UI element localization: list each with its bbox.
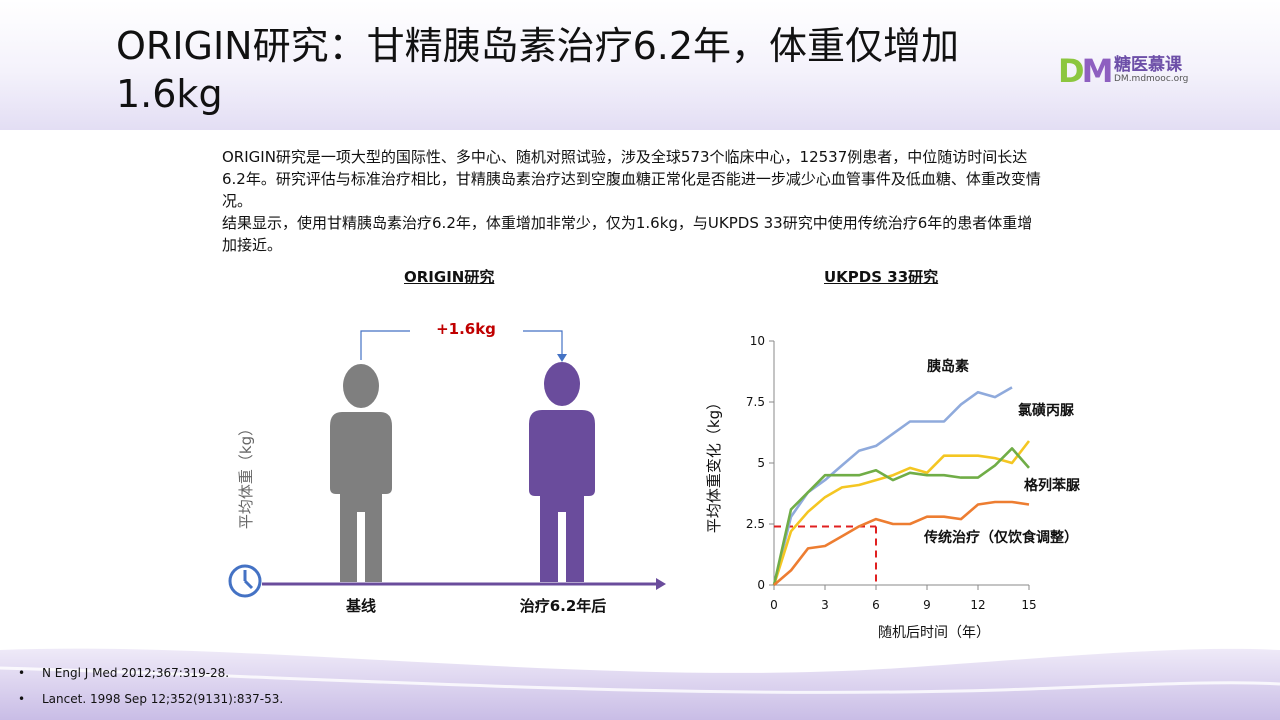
reference-item: N Engl J Med 2012;367:319-28.: [18, 660, 283, 686]
ukpds-panel-title: UKPDS 33研究: [824, 268, 939, 286]
weight-gain-arrowhead: [557, 354, 567, 362]
chart-xlabel: 随机后时间（年）: [878, 625, 990, 641]
description-paragraph: ORIGIN研究是一项大型的国际性、多中心、随机对照试验，涉及全球573个临床中…: [222, 148, 1041, 210]
chart-ylabel: 平均体重变化（kg）: [705, 395, 723, 533]
baseline-label: 基线: [345, 597, 376, 615]
references: N Engl J Med 2012;367:319-28. Lancet. 19…: [18, 660, 283, 712]
y-tick-label: 5: [757, 456, 765, 470]
ukpds-line-chart: 平均体重变化（kg） 随机后时间（年） 0 2.5 5 7.5 10 0 3 6 9 12 15 胰…: [705, 334, 1081, 641]
after-treatment-label: 治疗6.2年后: [520, 597, 607, 615]
series-line: [772, 447, 1030, 586]
y-tick-label: 7.5: [746, 395, 765, 409]
description-paragraph: 结果显示，使用甘精胰岛素治疗6.2年，体重增加非常少，仅为1.6kg，与UKPD…: [222, 214, 1033, 254]
series-line: [773, 500, 1030, 586]
x-tick-label: 0: [770, 598, 778, 612]
x-tick-label: 6: [872, 598, 880, 612]
series-line: [772, 440, 1031, 586]
series-label: 氯磺丙脲: [1018, 402, 1075, 419]
origin-ylabel: 平均体重（kg）: [237, 421, 255, 529]
header-background: [0, 0, 1280, 130]
weight-gain-bracket: [360, 330, 563, 360]
x-tick-label: 3: [821, 598, 829, 612]
y-tick-label: 10: [750, 334, 765, 348]
study-description: ORIGIN研究是一项大型的国际性、多中心、随机对照试验，涉及全球573个临床中…: [222, 146, 1042, 256]
reference-item: Lancet. 1998 Sep 12;352(9131):837-53.: [18, 686, 283, 712]
brand-logo: DM 糖医慕课 DM.mdmooc.org: [1058, 50, 1218, 90]
logo-url: DM.mdmooc.org: [1114, 74, 1189, 84]
x-tick-label: 15: [1021, 598, 1036, 612]
clock-icon: [228, 564, 262, 598]
series-line: [772, 386, 1013, 586]
weight-gain-label: +1.6kg: [436, 320, 496, 338]
series-label: 传统治疗（仅饮食调整）: [923, 529, 1078, 546]
page-title: ORIGIN研究：甘精胰岛素治疗6.2年，体重仅增加1.6kg: [116, 24, 960, 116]
y-tick-label: 2.5: [746, 517, 765, 531]
after-treatment-person: [529, 362, 595, 582]
x-tick-label: 9: [923, 598, 931, 612]
logo-name: 糖医慕课: [1114, 55, 1182, 75]
series-label: 胰岛素: [927, 358, 969, 375]
origin-weight-figure: 平均体重（kg） +1.6kg 基线 治疗6.2年后: [228, 320, 666, 615]
y-tick-label: 0: [757, 578, 765, 592]
x-tick-label: 12: [970, 598, 985, 612]
origin-panel-title: ORIGIN研究: [404, 268, 495, 286]
logo-mark: DM: [1058, 52, 1113, 90]
series-label: 格列苯脲: [1024, 477, 1081, 494]
baseline-person: [330, 364, 392, 582]
time-axis-arrowhead: [656, 578, 666, 590]
